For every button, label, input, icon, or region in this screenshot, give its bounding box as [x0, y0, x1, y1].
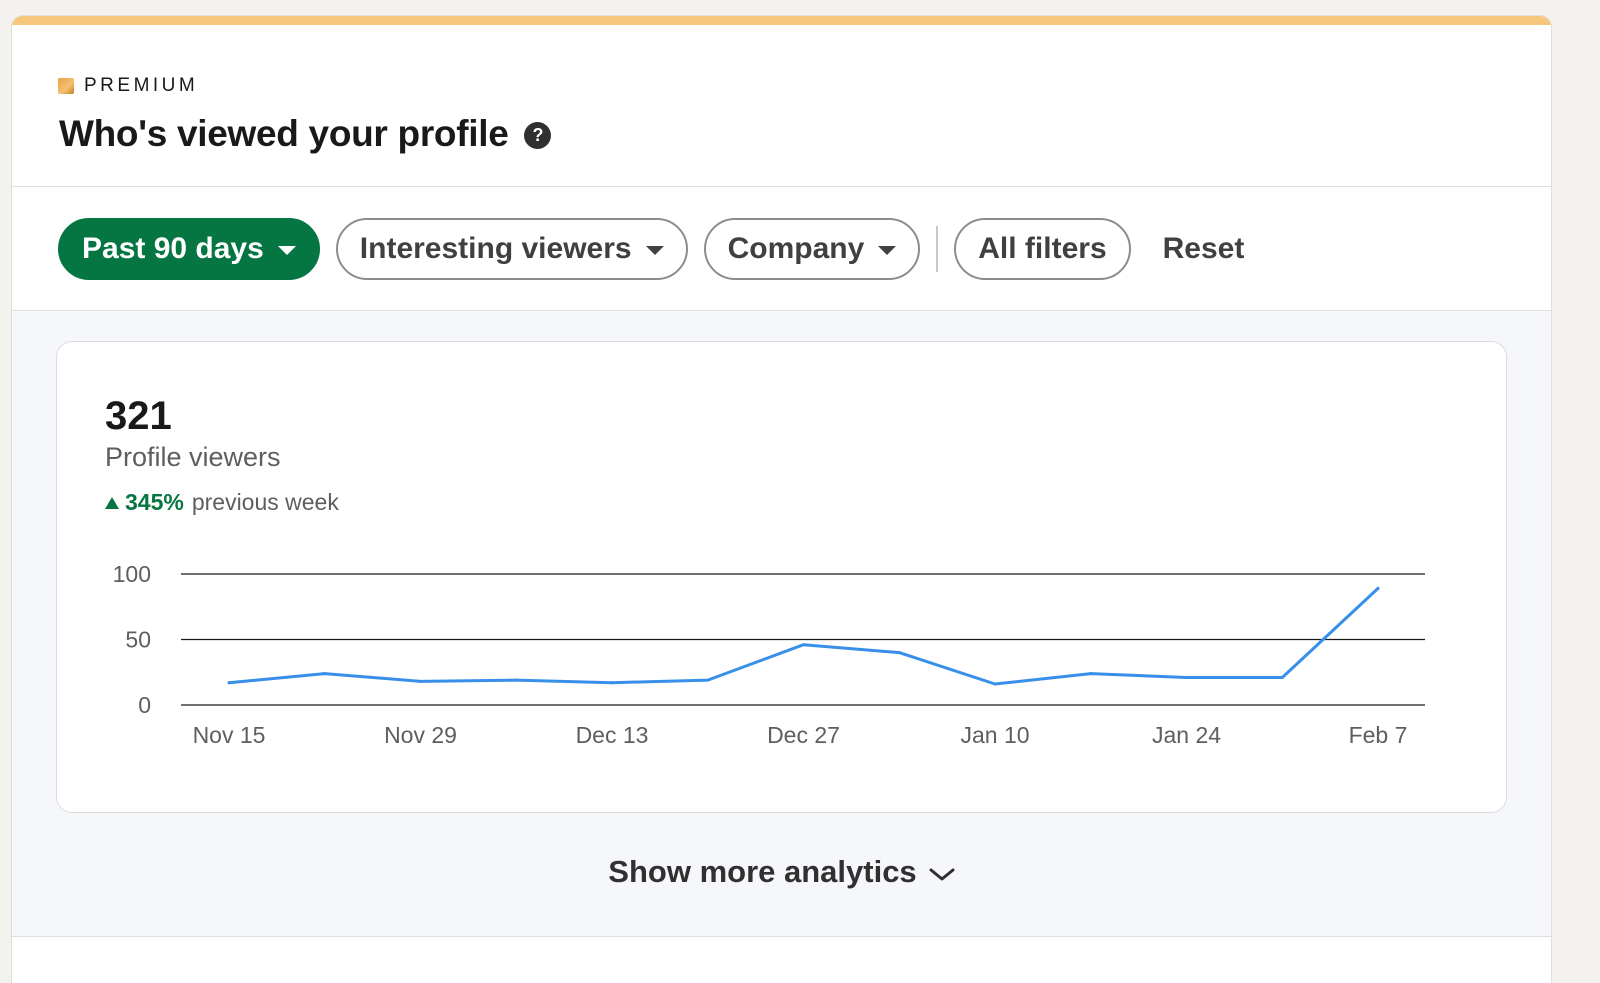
data-point: [227, 681, 231, 685]
viewer-count: 321: [105, 394, 172, 438]
arrow-up-icon: [105, 496, 119, 509]
caret-down-icon: [645, 245, 664, 255]
data-point: [514, 678, 518, 682]
show-more-analytics-button[interactable]: Show more analytics: [12, 854, 1551, 890]
viewer-count-label: Profile viewers: [105, 442, 281, 472]
data-point: [993, 682, 997, 686]
data-point: [897, 651, 901, 655]
change-label: previous week: [191, 489, 339, 515]
y-tick-label: 0: [138, 692, 151, 718]
data-point: [706, 678, 710, 682]
x-tick-label: Dec 13: [576, 722, 649, 748]
reset-button[interactable]: Reset: [1162, 232, 1245, 265]
premium-badge-icon: [58, 78, 74, 94]
change-percent: 345%: [125, 489, 184, 515]
divider: [12, 186, 1551, 187]
company-filter-button[interactable]: Company: [703, 218, 921, 280]
data-point: [1185, 675, 1188, 679]
caret-down-icon: [277, 245, 296, 255]
data-point: [802, 643, 805, 647]
profile-viewers-line-chart: 0 50 100 Nov 15 Nov 29 Dec 13 Dec 27 Jan 10 Jan …: [113, 561, 1425, 748]
filter-bar: Past 90 days Interesting viewers Company…: [58, 218, 1244, 280]
interesting-viewers-label: Interesting viewers: [359, 232, 632, 265]
x-tick-label: Feb 7: [1349, 722, 1408, 748]
premium-label: PREMIUM: [84, 75, 199, 96]
y-tick-label: 50: [125, 627, 151, 653]
page-title: Who's viewed your profile: [59, 113, 509, 154]
x-tick-label: Dec 27: [767, 722, 840, 748]
chart-card: 321 Profile viewers 345% previous week 0…: [56, 341, 1507, 813]
divider: [12, 310, 1551, 311]
x-tick-label: Nov 15: [193, 722, 266, 748]
x-tick-label: Jan 24: [1152, 722, 1221, 748]
filter-separator: [936, 226, 939, 272]
y-tick-label: 100: [113, 561, 151, 587]
data-point: [323, 672, 327, 676]
premium-accent-bar: [12, 16, 1551, 25]
data-point: [1376, 586, 1380, 590]
profile-views-card: PREMIUM Who's viewed your profile ? Past…: [11, 15, 1552, 983]
premium-badge: PREMIUM: [58, 75, 198, 97]
data-point: [610, 681, 614, 685]
all-filters-button[interactable]: All filters: [954, 218, 1131, 280]
show-more-label: Show more analytics: [608, 854, 917, 889]
data-point: [1089, 672, 1093, 676]
chevron-down-icon: [929, 854, 955, 890]
company-label: Company: [727, 232, 865, 265]
series-line: [227, 586, 1380, 686]
change-indicator: 345% previous week: [105, 489, 339, 516]
time-range-filter-button[interactable]: Past 90 days: [58, 218, 320, 280]
interesting-viewers-filter-button[interactable]: Interesting viewers: [335, 218, 688, 280]
data-point: [419, 679, 422, 683]
x-tick-label: Jan 10: [960, 722, 1029, 748]
time-range-label: Past 90 days: [82, 232, 264, 265]
caret-down-icon: [878, 245, 897, 255]
title-row: Who's viewed your profile ?: [59, 113, 552, 155]
help-icon[interactable]: ?: [524, 121, 552, 149]
card-header: PREMIUM Who's viewed your profile ?: [12, 25, 1551, 188]
x-tick-label: Nov 29: [384, 722, 457, 748]
divider: [12, 936, 1551, 937]
data-point: [1280, 675, 1284, 679]
